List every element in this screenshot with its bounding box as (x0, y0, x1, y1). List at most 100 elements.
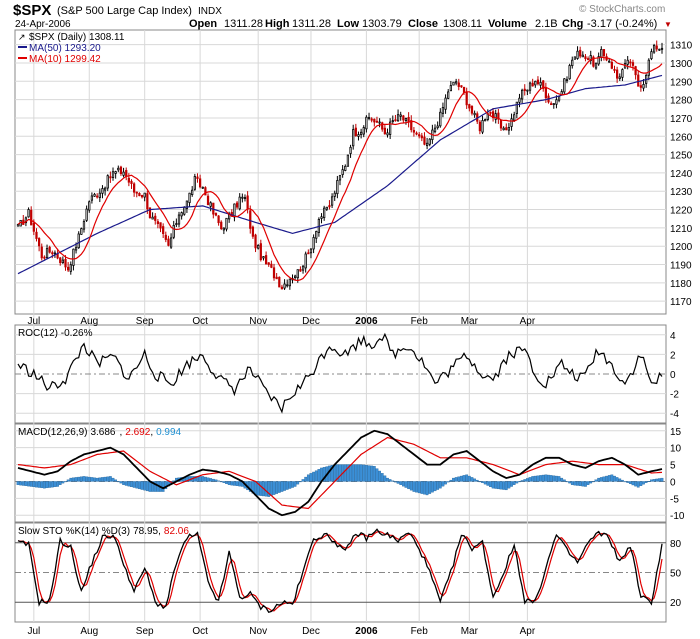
price-y-tick: 1180 (670, 279, 692, 290)
macd-histogram-bar (29, 481, 33, 487)
price-candle-body (478, 121, 482, 132)
macd-histogram-bar (655, 478, 659, 482)
roc-y-tick: -2 (670, 390, 679, 401)
price-candle-body (346, 154, 350, 167)
macd-histogram-bar (438, 481, 442, 489)
macd-histogram-bar (552, 475, 556, 482)
macd-histogram-bar (378, 470, 381, 482)
roc-y-tick: 2 (670, 350, 676, 361)
price-candle-body (381, 122, 384, 130)
macd-histogram-bar (621, 479, 624, 482)
macd-histogram-bar (478, 481, 482, 483)
macd-histogram-bar (27, 481, 30, 487)
macd-histogram-bar (475, 479, 479, 482)
low-value: 1303.79 (362, 18, 402, 30)
macd-histogram-bar (383, 475, 387, 482)
macd-histogram-bar (647, 481, 651, 482)
price-candle-body (336, 180, 339, 195)
macd-histogram-bar (396, 481, 400, 484)
price-candle-body (531, 82, 534, 87)
macd-histogram-bar (391, 480, 395, 482)
price-candle-body (74, 247, 78, 251)
macd-histogram-bar (372, 466, 376, 482)
price-candle-body (272, 267, 276, 279)
macd-histogram-bar (280, 481, 284, 492)
macd-histogram-bar (230, 481, 234, 486)
macd-histogram-bar (87, 476, 91, 482)
price-candle-body (193, 176, 196, 190)
price-candle-body (539, 82, 542, 86)
price-candle-body (177, 214, 181, 225)
price-candle-body (457, 82, 460, 87)
price-candle-body (557, 95, 561, 101)
macd-histogram-bar (114, 479, 118, 482)
macd-histogram-bar (140, 481, 144, 490)
macd-histogram-bar (497, 481, 500, 490)
macd-histogram-bar (370, 465, 374, 482)
macd-histogram-bar (283, 481, 286, 491)
macd-histogram-bar (349, 464, 352, 482)
price-y-tick: 1250 (670, 151, 693, 162)
price-y-tick: 1190 (670, 261, 692, 272)
macd-histogram-bar (19, 481, 22, 486)
macd-histogram-bar (50, 481, 54, 488)
macd-histogram-bar (56, 481, 59, 487)
macd-histogram-bar (504, 481, 508, 491)
macd-y-tick: -10 (670, 511, 685, 522)
price-candle-body (198, 178, 202, 188)
macd-histogram-bar (586, 481, 590, 485)
macd-histogram-bar (560, 477, 564, 482)
macd-histogram-bar (322, 467, 326, 482)
price-candle-body (642, 84, 645, 89)
macd-histogram-bar (219, 481, 223, 483)
macd-histogram-bar (309, 473, 313, 482)
macd-histogram-bar (423, 481, 426, 495)
macd-panel (14, 423, 667, 523)
macd-histogram-bar (343, 464, 347, 482)
macd-histogram-bar (549, 475, 553, 482)
macd-histogram-bar (233, 481, 236, 486)
macd-histogram-bar (594, 479, 598, 482)
price-y-tick: 1200 (670, 242, 693, 253)
price-y-tick: 1170 (670, 297, 692, 308)
price-candle-body (27, 209, 30, 218)
macd-histogram-bar (610, 474, 614, 482)
macd-histogram-bar (235, 481, 239, 486)
price-candle-body (40, 246, 43, 259)
price-candle-body (220, 221, 223, 230)
macd-histogram-bar (483, 481, 487, 485)
symbol-title: $SPX (13, 2, 51, 19)
price-candle-body (32, 222, 35, 232)
macd-y-tick: 5 (670, 461, 676, 472)
price-candle-body (579, 49, 582, 57)
price-candle-body (172, 224, 175, 238)
price-candle-body (383, 127, 386, 135)
price-candle-body (357, 134, 360, 137)
price-candle-body (386, 132, 389, 136)
macd-histogram-bar (351, 464, 355, 482)
price-panel (14, 29, 667, 315)
price-candle-body (246, 195, 249, 210)
price-candle-body (69, 264, 72, 272)
sto-k-line (17, 528, 663, 613)
price-candle-body (130, 180, 133, 184)
macd-histogram-bar (206, 477, 210, 482)
price-candle-body (251, 226, 255, 237)
macd-histogram-bar (526, 478, 529, 482)
macd-histogram-bar (481, 481, 484, 483)
macd-histogram-bar (605, 475, 608, 482)
macd-histogram-bar (317, 469, 321, 482)
price-candle-body (555, 99, 558, 105)
price-candle-body (111, 171, 115, 178)
price-candle-body (175, 223, 178, 225)
macd-histogram-bar (256, 481, 260, 496)
macd-histogram-bar (32, 481, 36, 488)
macd-histogram-bar (470, 477, 474, 482)
price-candle-body (526, 89, 529, 92)
macd-histogram-bar (507, 481, 511, 489)
macd-histogram-bar (58, 481, 62, 485)
bottom-x-tick: Dec (302, 626, 320, 637)
macd-histogram-bar (412, 481, 416, 492)
macd-histogram-bar (502, 481, 505, 490)
price-candle-body (117, 167, 120, 171)
